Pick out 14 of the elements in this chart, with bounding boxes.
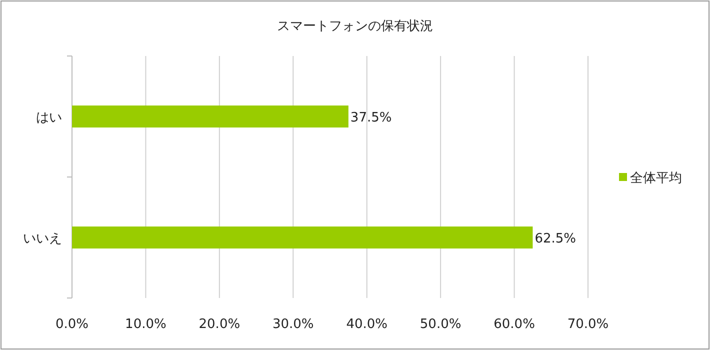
y-tick-label: はい (36, 110, 62, 126)
x-tick-label: 30.0% (272, 317, 314, 332)
x-tick-label: 70.0% (567, 317, 609, 332)
x-tick-label: 0.0% (55, 317, 89, 332)
text: 37.5% (350, 110, 392, 126)
x-tick-label: 10.0% (125, 317, 166, 332)
x-tick-label: 20.0% (198, 317, 240, 332)
x-tick-label: 50.0% (420, 317, 462, 332)
x-tick-label: 40.0% (346, 317, 388, 332)
text: 62.5% (534, 232, 576, 246)
x-tick-label: 60.0% (494, 317, 535, 332)
legend-label: 全体平均 (630, 171, 682, 186)
chart-title: スマートフォンの保有状況 (277, 19, 433, 34)
y-tick-label: いいえ (23, 232, 62, 246)
